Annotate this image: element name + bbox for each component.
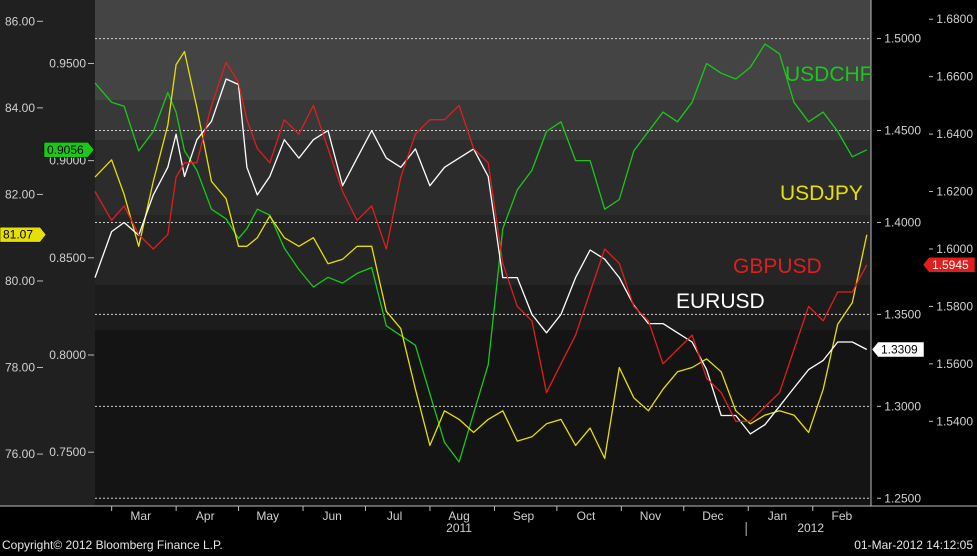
last-value-tags: 0.9056 81.07 1.3309 1.5945 [0,142,976,358]
x-tick-label: Mar [130,509,151,523]
series-line-gbpusd [94,61,868,422]
value-tag-usdjpy: 81.07 [3,228,33,242]
y-tick-label: 1.6000 [936,242,973,256]
y-tick-label: 1.5400 [936,414,973,428]
value-tag-bg-gbpusd [922,257,976,273]
year-label: 2011 [446,521,472,535]
value-tag-usdchf: 0.9056 [47,143,84,157]
y-tick-label: 78.00 [5,361,35,375]
series-label-usdchf: USDCHF [785,63,873,86]
x-tick-label: Nov [640,509,661,523]
y-tick-label: 0.7500 [49,445,86,459]
y-tick-label: 76.00 [5,447,35,461]
x-tick-label: Jul [387,509,402,523]
y-tick-label: 1.3500 [884,307,921,321]
gridlines [95,38,871,499]
value-tag-eurusd: 1.3309 [881,343,918,357]
bg-band [95,100,871,140]
y-axis-gbpusd: 1.6800 1.6600 1.6400 1.6200 1.6000 1.5800 1.56… [929,12,973,428]
y-tick-label: 1.5800 [936,299,973,313]
series-line-usdchf [94,43,868,463]
value-tag-bg-usdchf [43,142,95,158]
x-tick-label: Jun [322,509,341,523]
x-tick-label: Jan [768,509,787,523]
y-axis-eurusd: 1.5000 1.4500 1.4000 1.3500 1.3000 1.2500 [877,32,921,505]
y-tick-label: 1.5000 [884,32,921,46]
y-tick-label: 80.00 [5,274,35,288]
series-lines [94,43,868,463]
x-tick-label: Oct [577,509,596,523]
bg-band [95,0,871,100]
y-tick-label: 0.8500 [49,251,86,265]
y-tick-label: 0.9500 [49,56,86,70]
bottom-axis-bg [0,506,977,536]
series-label-gbpusd: GBPUSD [733,255,822,278]
y-tick-label: 1.3000 [884,399,921,413]
timestamp-text: 01-Mar-2012 14:12:05 [854,538,973,552]
bg-band [95,285,871,330]
y-tick-label: 1.6800 [936,12,973,26]
value-tag-gbpusd: 1.5945 [932,258,969,272]
y-tick-label: 1.5600 [936,357,973,371]
left-axis-bg [0,0,95,506]
y-tick-label: 82.00 [5,187,35,201]
x-tick-label: Aug [448,509,469,523]
y-tick-label: 1.6600 [936,70,973,84]
y-tick-label: 1.4500 [884,124,921,138]
series-line-usdjpy [94,50,868,460]
y-tick-label: 84.00 [5,101,35,115]
series-label-eurusd: EURUSD [676,290,765,313]
year-label: 2012 [797,521,824,535]
y-tick-label: 1.6200 [936,185,973,199]
x-axis: Mar Apr May Jun Jul Aug Sep Oct Nov Dec Jan Feb 2011… [111,506,853,536]
fx-chart: 86.00 84.00 82.00 80.00 78.00 76.00 0.9500 0.90… [0,0,977,536]
x-tick-label: Sep [513,509,535,523]
bg-band [95,330,871,506]
bg-band [95,215,871,285]
value-tag-bg-usdjpy [0,226,47,243]
y-tick-label: 0.8000 [49,348,86,362]
x-tick-label: May [256,509,279,523]
plot-background [0,0,977,536]
y-axis-usdjpy: 86.00 84.00 82.00 80.00 78.00 76.00 [5,14,43,461]
y-tick-label: 86.00 [5,14,35,28]
series-labels: USDCHF USDJPY GBPUSD EURUSD [676,63,873,313]
series-label-usdjpy: USDJPY [780,182,863,205]
y-tick-label: 1.6400 [936,127,973,141]
y-tick-label: 1.2500 [884,491,921,505]
y-tick-label: 1.4000 [884,215,921,229]
bg-band [95,140,871,215]
x-tick-label: Apr [196,509,215,523]
value-tag-bg-eurusd [871,341,925,358]
x-tick-label: Feb [832,509,853,523]
x-tick-label: Dec [702,509,723,523]
copyright-text: Copyright© 2012 Bloomberg Finance L.P. [2,538,223,552]
